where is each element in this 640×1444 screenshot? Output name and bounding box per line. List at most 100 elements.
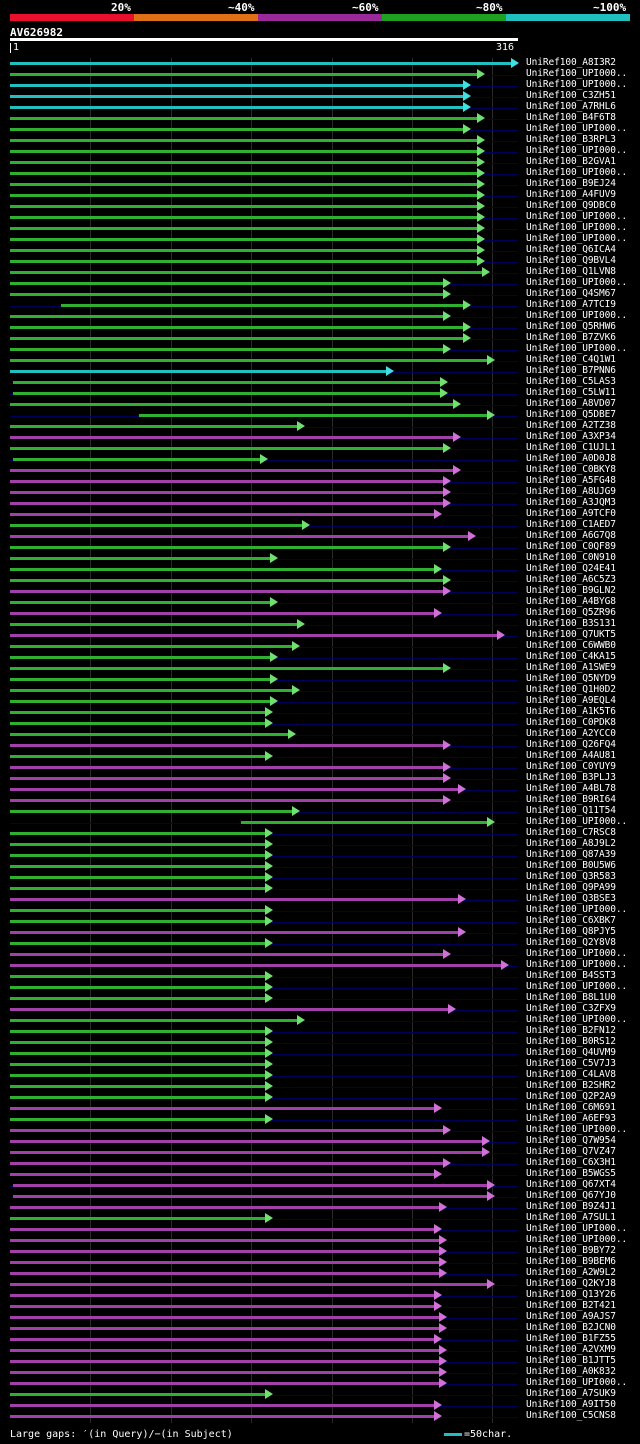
hit-row[interactable]: UniRef100_Q5ZR96 bbox=[0, 607, 640, 619]
hit-name[interactable]: UniRef100_B3S131 bbox=[526, 618, 616, 629]
hit-row[interactable]: UniRef100_Q5NYD9 bbox=[0, 673, 640, 685]
hit-name[interactable]: UniRef100_B9EJ24 bbox=[526, 178, 616, 189]
hit-row[interactable]: UniRef100_A5FG48 bbox=[0, 475, 640, 487]
hit-name[interactable]: UniRef100_Q2KYJ8 bbox=[526, 1278, 616, 1289]
hit-name[interactable]: UniRef100_A0D0J8 bbox=[526, 453, 616, 464]
hit-row[interactable]: UniRef100_A8UJG9 bbox=[0, 486, 640, 498]
hit-row[interactable]: UniRef100_Q7UKT5 bbox=[0, 629, 640, 641]
hit-row[interactable]: UniRef100_A3XP34 bbox=[0, 431, 640, 443]
hit-bar[interactable] bbox=[10, 1206, 440, 1209]
hit-row[interactable]: UniRef100_C0QF89 bbox=[0, 541, 640, 553]
hit-name[interactable]: UniRef100_B2FN12 bbox=[526, 1025, 616, 1036]
hit-bar[interactable] bbox=[10, 964, 503, 967]
hit-row[interactable]: UniRef100_C6XBK7 bbox=[0, 915, 640, 927]
hit-bar[interactable] bbox=[10, 403, 455, 406]
hit-row[interactable]: UniRef100_B3RPL3 bbox=[0, 134, 640, 146]
hit-name[interactable]: UniRef100_B1FZ55 bbox=[526, 1333, 616, 1344]
hit-bar[interactable] bbox=[10, 271, 484, 274]
hit-row[interactable]: UniRef100_A7TCI9 bbox=[0, 299, 640, 311]
hit-row[interactable]: UniRef100_A4FUV9 bbox=[0, 189, 640, 201]
hit-bar[interactable] bbox=[10, 1151, 484, 1154]
hit-row[interactable]: UniRef100_C3ZFX9 bbox=[0, 1003, 640, 1015]
hit-bar[interactable] bbox=[10, 931, 459, 934]
hit-bar[interactable] bbox=[13, 381, 442, 384]
hit-name[interactable]: UniRef100_B7ZVK6 bbox=[526, 332, 616, 343]
hit-name[interactable]: UniRef100_C5LAS3 bbox=[526, 376, 616, 387]
hit-name[interactable]: UniRef100_A9EQL4 bbox=[526, 695, 616, 706]
hit-name[interactable]: UniRef100_B2JCN0 bbox=[526, 1322, 616, 1333]
hit-row[interactable]: UniRef100_Q2KYJ8 bbox=[0, 1278, 640, 1290]
hit-name[interactable]: UniRef100_A5FG48 bbox=[526, 475, 616, 486]
hit-name[interactable]: UniRef100_A3XP34 bbox=[526, 431, 616, 442]
hit-bar[interactable] bbox=[10, 84, 464, 87]
hit-name[interactable]: UniRef100_B0RS12 bbox=[526, 1036, 616, 1047]
hit-bar[interactable] bbox=[10, 810, 294, 813]
hit-row[interactable]: UniRef100_UPI000.. bbox=[0, 816, 640, 828]
hit-bar[interactable] bbox=[10, 73, 479, 76]
hit-bar[interactable] bbox=[10, 1382, 440, 1385]
hit-bar[interactable] bbox=[13, 458, 262, 461]
hit-bar[interactable] bbox=[10, 1272, 440, 1275]
hit-name[interactable]: UniRef100_C6XBK7 bbox=[526, 915, 616, 926]
hit-bar[interactable] bbox=[138, 414, 488, 417]
hit-row[interactable]: UniRef100_C3ZH51 bbox=[0, 90, 640, 102]
hit-name[interactable]: UniRef100_A7SUL1 bbox=[526, 1212, 616, 1223]
hit-name[interactable]: UniRef100_Q24E41 bbox=[526, 563, 616, 574]
hit-row[interactable]: UniRef100_Q6ICA4 bbox=[0, 244, 640, 256]
hit-name[interactable]: UniRef100_B3RPL3 bbox=[526, 134, 616, 145]
hit-bar[interactable] bbox=[10, 139, 479, 142]
hit-name[interactable]: UniRef100_UPI000.. bbox=[526, 1124, 628, 1135]
hit-bar[interactable] bbox=[10, 128, 464, 131]
hit-row[interactable]: UniRef100_Q1H0D2 bbox=[0, 684, 640, 696]
hit-bar[interactable] bbox=[10, 326, 464, 329]
hit-bar[interactable] bbox=[241, 821, 488, 824]
hit-name[interactable]: UniRef100_Q2P2A9 bbox=[526, 1091, 616, 1102]
hit-name[interactable]: UniRef100_Q5DBE7 bbox=[526, 409, 616, 420]
hit-name[interactable]: UniRef100_B9Z4J1 bbox=[526, 1201, 616, 1212]
hit-row[interactable]: UniRef100_UPI000.. bbox=[0, 277, 640, 289]
hit-name[interactable]: UniRef100_B7PNN6 bbox=[526, 365, 616, 376]
hit-bar[interactable] bbox=[10, 1140, 484, 1143]
hit-name[interactable]: UniRef100_C0BKY8 bbox=[526, 464, 616, 475]
hit-row[interactable]: UniRef100_A3JQM3 bbox=[0, 497, 640, 509]
hit-name[interactable]: UniRef100_Q4UVM9 bbox=[526, 1047, 616, 1058]
hit-row[interactable]: UniRef100_A1K5T6 bbox=[0, 706, 640, 718]
hit-name[interactable]: UniRef100_UPI000.. bbox=[526, 1377, 628, 1388]
hit-bar[interactable] bbox=[10, 150, 479, 153]
hit-row[interactable]: UniRef100_C1AED7 bbox=[0, 519, 640, 531]
hit-row[interactable]: UniRef100_Q87A39 bbox=[0, 849, 640, 861]
hit-bar[interactable] bbox=[10, 425, 299, 428]
hit-bar[interactable] bbox=[10, 579, 445, 582]
hit-bar[interactable] bbox=[10, 1019, 299, 1022]
hit-row[interactable]: UniRef100_C6M691 bbox=[0, 1102, 640, 1114]
hit-row[interactable]: UniRef100_Q2Y8V8 bbox=[0, 937, 640, 949]
hit-bar[interactable] bbox=[10, 799, 445, 802]
hit-bar[interactable] bbox=[10, 1074, 267, 1077]
hit-name[interactable]: UniRef100_UPI000.. bbox=[526, 1223, 628, 1234]
hit-name[interactable]: UniRef100_B1JTT5 bbox=[526, 1355, 616, 1366]
hit-row[interactable]: UniRef100_Q8PJY5 bbox=[0, 926, 640, 938]
hit-name[interactable]: UniRef100_UPI000.. bbox=[526, 904, 628, 915]
hit-row[interactable]: UniRef100_B3S131 bbox=[0, 618, 640, 630]
hit-bar[interactable] bbox=[10, 656, 271, 659]
hit-bar[interactable] bbox=[10, 986, 267, 989]
hit-row[interactable]: UniRef100_Q4UVM9 bbox=[0, 1047, 640, 1059]
hit-name[interactable]: UniRef100_Q2Y8V8 bbox=[526, 937, 616, 948]
hit-name[interactable]: UniRef100_A4BL78 bbox=[526, 783, 616, 794]
hit-name[interactable]: UniRef100_B4SST3 bbox=[526, 970, 616, 981]
hit-name[interactable]: UniRef100_UPI000.. bbox=[526, 343, 628, 354]
hit-name[interactable]: UniRef100_A8UJG9 bbox=[526, 486, 616, 497]
hit-bar[interactable] bbox=[10, 612, 435, 615]
hit-row[interactable]: UniRef100_UPI000.. bbox=[0, 948, 640, 960]
hit-row[interactable]: UniRef100_B5WGS5 bbox=[0, 1168, 640, 1180]
hit-bar[interactable] bbox=[10, 1393, 267, 1396]
hit-row[interactable]: UniRef100_UPI000.. bbox=[0, 1377, 640, 1389]
hit-row[interactable]: UniRef100_C1UJL1 bbox=[0, 442, 640, 454]
hit-bar[interactable] bbox=[10, 1052, 267, 1055]
hit-row[interactable]: UniRef100_C4Q1W1 bbox=[0, 354, 640, 366]
hit-bar[interactable] bbox=[10, 1261, 440, 1264]
hit-row[interactable]: UniRef100_A0K832 bbox=[0, 1366, 640, 1378]
hit-bar[interactable] bbox=[10, 513, 435, 516]
hit-name[interactable]: UniRef100_B3PLJ3 bbox=[526, 772, 616, 783]
hit-row[interactable]: UniRef100_A6G7Q8 bbox=[0, 530, 640, 542]
